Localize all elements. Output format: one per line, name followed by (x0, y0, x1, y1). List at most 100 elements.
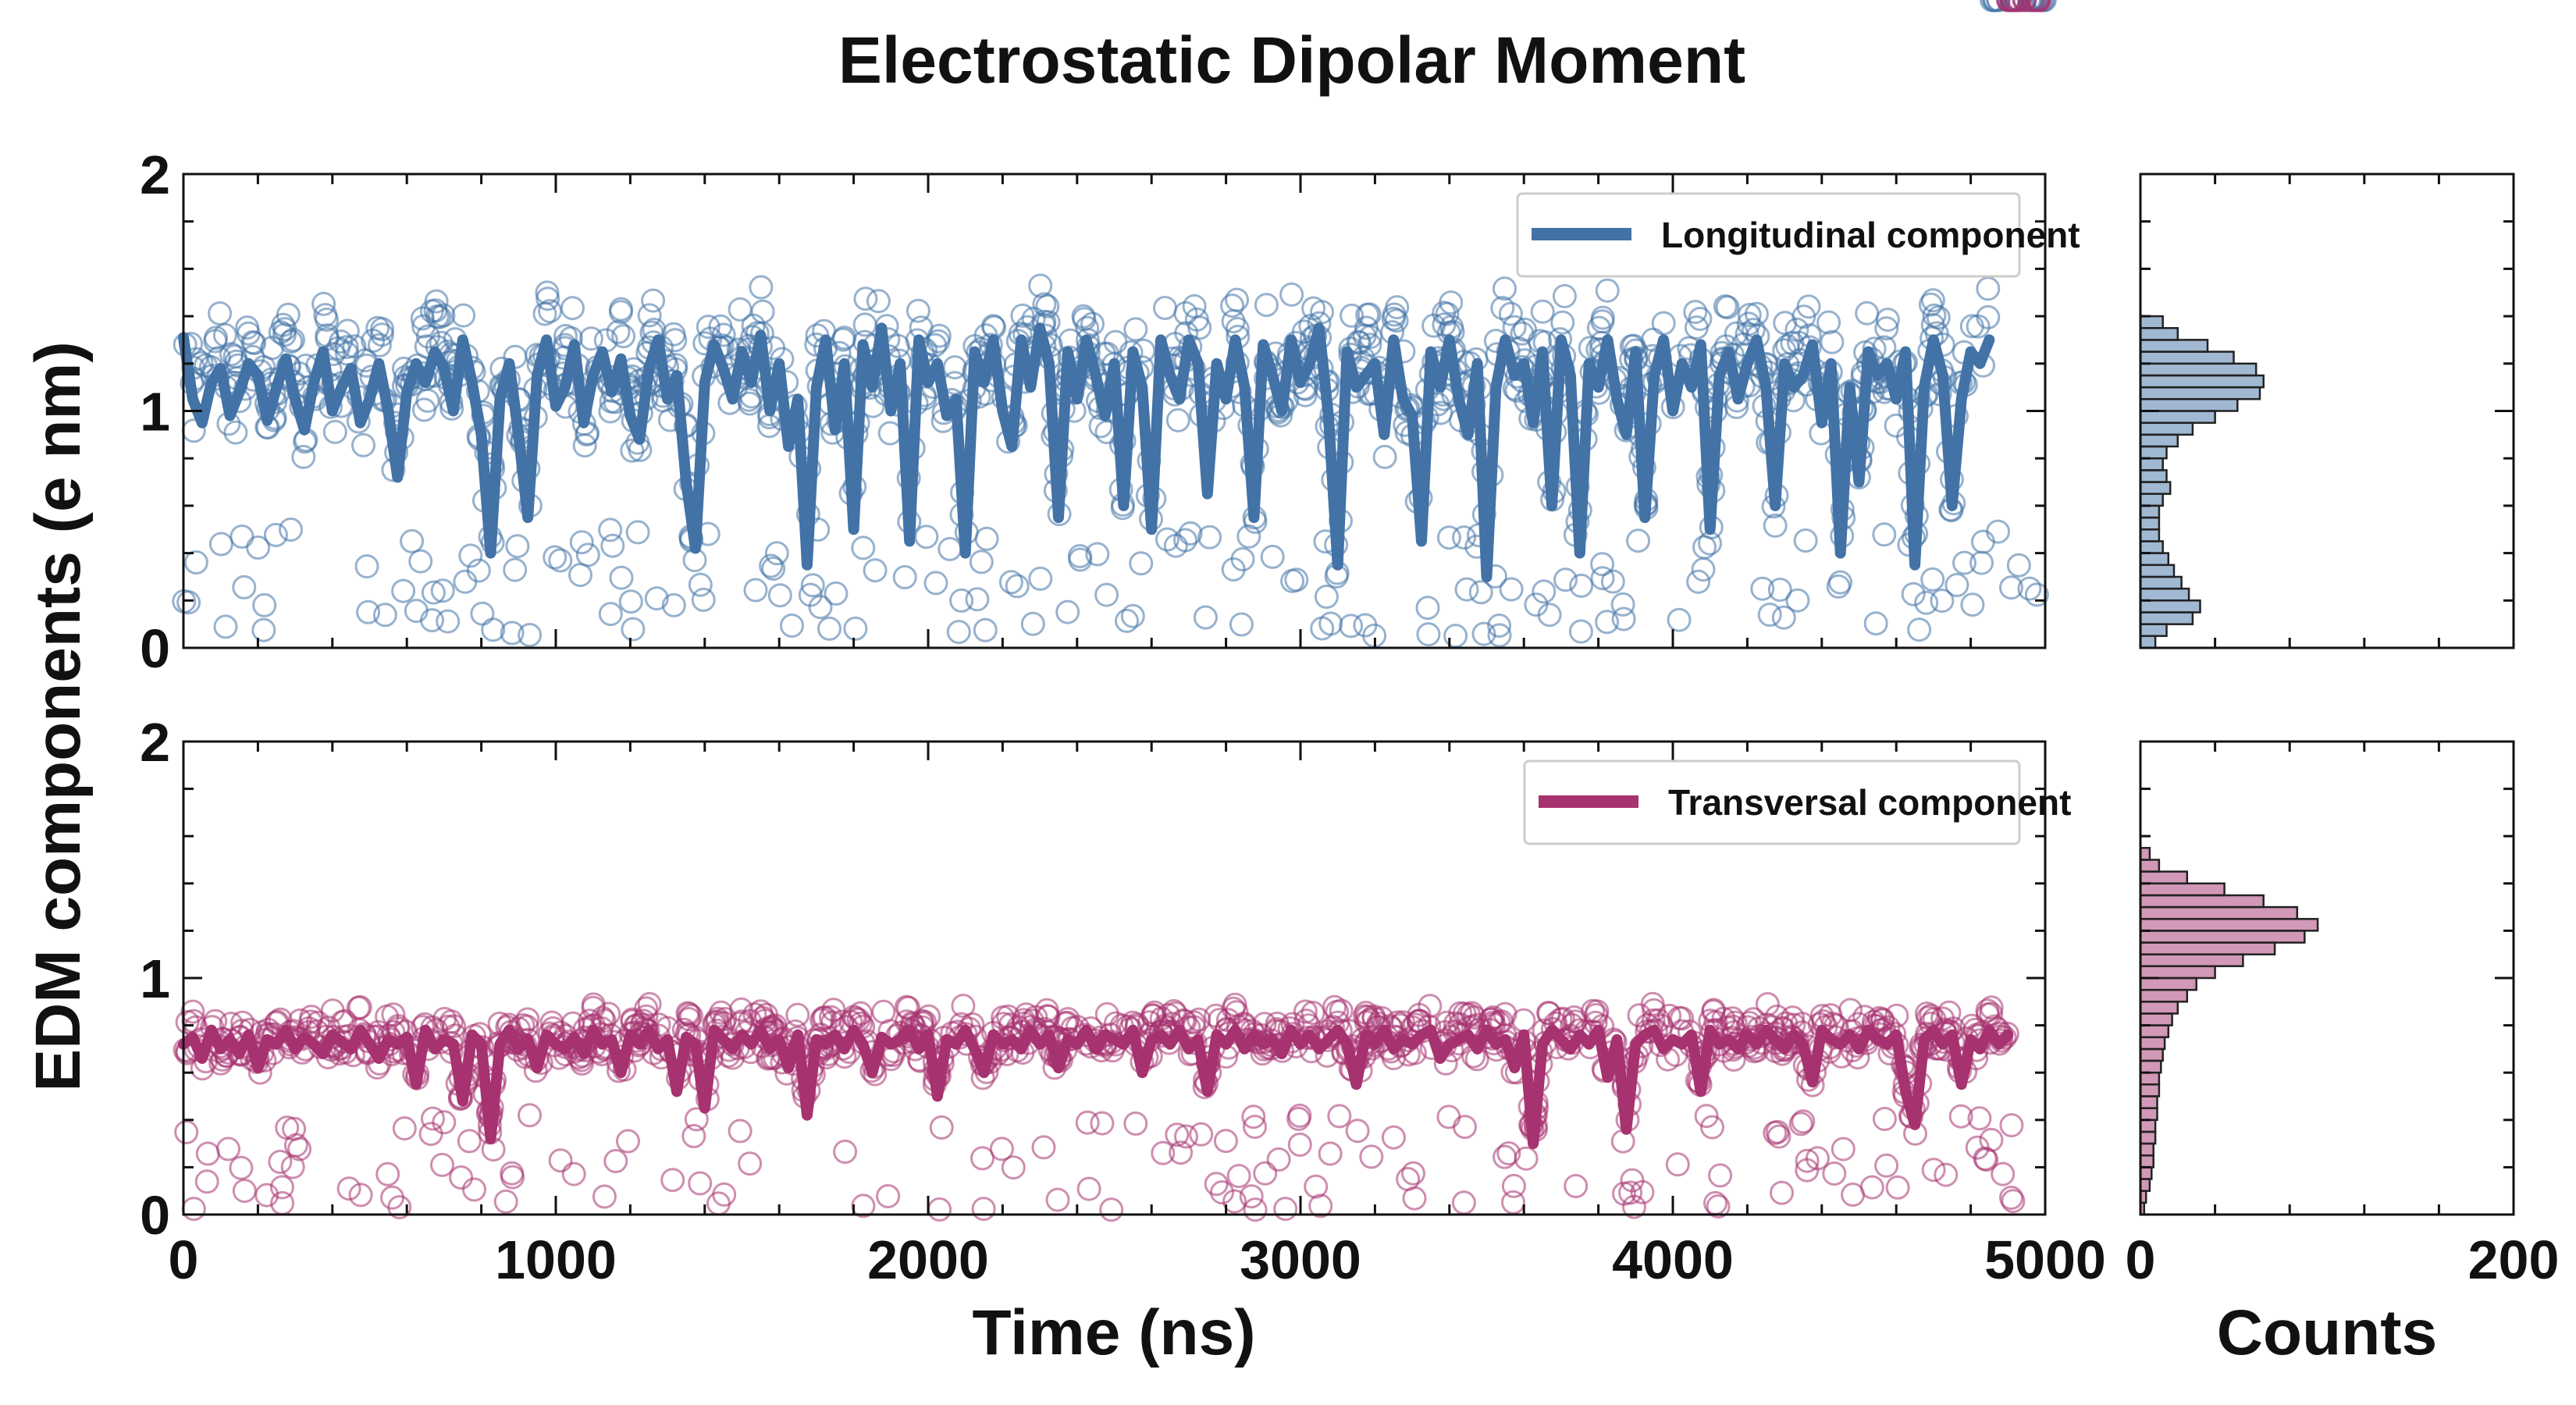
top-scatter-point (926, 329, 951, 354)
bottom-scatter-point (1770, 1016, 1795, 1040)
top-scatter-point (354, 554, 379, 579)
top-scatter-point (1010, 303, 1035, 328)
top-scatter-point (620, 438, 645, 463)
bottom-scatter-point (430, 1152, 454, 1177)
top-scatter-point (1354, 315, 1379, 340)
top-scatter-point (606, 319, 631, 344)
top-scatter-point (1651, 311, 1676, 336)
bottom-scatter-point (1401, 1161, 1425, 1186)
top-scatter-point (1163, 533, 1188, 558)
top-scatter-point (1552, 283, 1577, 308)
x-tick-label: 2000 (867, 1229, 989, 1290)
top-scatter-point (1960, 592, 1985, 617)
bottom-scatter-point (1870, 1008, 1895, 1033)
top-scatter-point (969, 550, 994, 574)
top-scatter-point (232, 574, 257, 599)
top-scatter-point (1767, 578, 1792, 602)
bottom-scatter-point (216, 1136, 240, 1161)
top-scatter-point (1532, 579, 1557, 604)
top-scatter-point (1443, 624, 1468, 649)
top-scatter-point (644, 586, 669, 611)
bottom-scatter-point (1435, 1010, 1460, 1035)
bottom-scatter-point (280, 1154, 305, 1179)
top-scatter-point (1952, 550, 1976, 575)
bottom-histogram-bar (2139, 1083, 2161, 1097)
top-scatter-point (1129, 551, 1154, 576)
bottom-scatter-point (1694, 1104, 1719, 1129)
top-scatter-point (1435, 301, 1460, 326)
bottom-scatter-point (1930, 1006, 1955, 1031)
x-axis-label: Time (ns) (973, 1297, 1256, 1368)
top-scatter-point (1537, 603, 1562, 628)
top-scatter-point (575, 542, 600, 567)
bottom-scatter-point (1174, 1124, 1198, 1149)
bottom-scatter-point (1213, 1129, 1238, 1154)
bottom-scatter-panel: 0 1 2 0 1000 2000 3000 4000 5000 Transversal co… (140, 0, 2106, 1290)
bottom-scatter-point (1770, 1180, 1794, 1205)
top-scatter-point (600, 533, 625, 558)
top-series-line (178, 322, 1995, 582)
bottom-scatter-point (268, 1150, 293, 1174)
top-histogram-bar (2139, 611, 2194, 625)
bottom-scatter-point (1327, 1104, 1352, 1129)
bottom-scatter-point (1965, 1135, 1990, 1160)
top-scatter-point (743, 578, 768, 603)
top-scatter-point (1735, 322, 1759, 347)
bottom-histogram-bar (2139, 847, 2151, 861)
bottom-scatter-point (254, 1183, 279, 1208)
bottom-scatter-point (1791, 1109, 1816, 1134)
bottom-scatter-point (1493, 1144, 1517, 1169)
bottom-histogram-bar (2139, 1012, 2173, 1026)
hist-x-tick-label: 0 (2126, 1229, 2156, 1290)
top-scatter-point (335, 341, 359, 366)
top-scatter-point (1922, 303, 1947, 328)
top-histogram-bar (2139, 422, 2194, 436)
bottom-y-tick-label: 2 (140, 712, 170, 773)
top-scatter-point (1284, 567, 1309, 592)
chart-title: Electrostatic Dipolar Moment (838, 23, 1745, 97)
bottom-scatter-point (1189, 1122, 1214, 1147)
top-scatter-point (851, 535, 876, 560)
bottom-histogram-bar (2139, 905, 2299, 920)
top-scatter-point (1855, 301, 1880, 325)
top-scatter-point (1872, 335, 1897, 360)
top-scatter-point (974, 526, 999, 551)
top-scatter-point (749, 275, 774, 300)
top-scatter-point (568, 563, 592, 588)
bottom-scatter-point (728, 1119, 753, 1144)
bottom-scatter-point (1023, 1005, 1048, 1030)
top-scatter-point (271, 312, 296, 337)
top-scatter-point (1863, 611, 1888, 636)
bottom-hist-ticks: 0 200 (2126, 740, 2559, 1290)
top-scatter-point (598, 518, 623, 542)
top-scatter-panel: 0 1 2 Longitudinal component (140, 0, 2080, 679)
top-scatter-point (1085, 542, 1110, 567)
bottom-histogram-bar (2139, 1142, 2154, 1157)
top-scatter-point (1920, 567, 1945, 592)
bottom-scatter-point (871, 999, 896, 1024)
top-scatter-point (2017, 576, 2042, 601)
top-scatter-point (853, 286, 878, 311)
bottom-scatter-point (1948, 1104, 1973, 1129)
top-scatter-point (800, 573, 825, 598)
top-scatter-point (973, 617, 998, 642)
bottom-scatter-point (1991, 1161, 2016, 1186)
bottom-scatter-point (500, 1165, 525, 1190)
bottom-scatter-point (1720, 1006, 1745, 1031)
top-scatter-point (235, 315, 260, 340)
top-scatter-point (1279, 282, 1304, 307)
bottom-scatter-point (195, 1141, 220, 1166)
top-scatter-point (1314, 585, 1339, 609)
top-scatter-point (618, 589, 643, 614)
top-scatter-point (866, 289, 891, 314)
top-scatter-point (1184, 307, 1209, 332)
top-scatter-point (560, 296, 585, 321)
top-scatter-point (1310, 300, 1334, 325)
bottom-scatter-point (418, 1122, 443, 1147)
bottom-histogram-bar (2139, 1119, 2157, 1133)
top-scatter-point (1920, 288, 1945, 313)
bottom-histogram-bars (2139, 847, 2319, 1216)
top-scatter-point (1339, 614, 1364, 638)
bottom-scatter-point (1934, 1162, 1959, 1187)
top-scatter-point (315, 308, 339, 332)
